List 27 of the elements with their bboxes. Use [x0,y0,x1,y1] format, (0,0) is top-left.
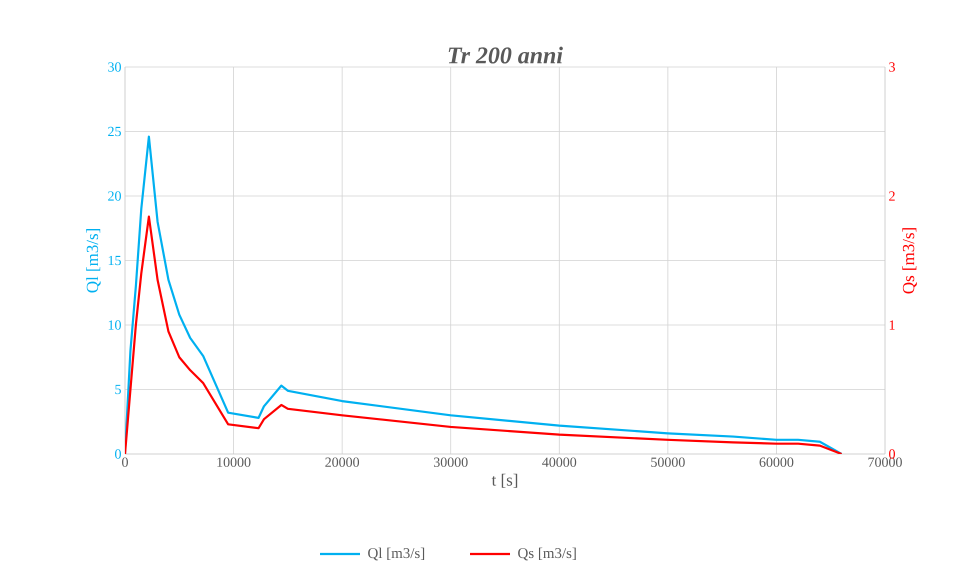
y2-tick-label: 1 [890,320,895,330]
y2-tick-label: 0 [889,449,895,459]
chart-title: Tr 200 anni [448,46,563,64]
x-tick-label: 0 [122,458,128,467]
x-tick-label: 20000 [325,458,360,467]
x-tick-label: 30000 [434,458,468,467]
x-tick-label: 10000 [217,458,250,467]
y2-tick-label: 2 [889,191,895,201]
y-tick-label: 30 [108,62,121,72]
y-tick-label: 5 [115,384,121,394]
legend-label: Ql [m3/s] [368,548,424,560]
y2-tick-label: 3 [889,62,895,72]
y-tick-label: 25 [108,126,121,136]
y-tick-label: 10 [108,320,121,330]
x-tick-label: 50000 [651,458,685,467]
x-tick-label: 70000 [868,458,902,467]
x-axis-title: t [s] [492,474,518,488]
y2-axis-title: Qs [m3/s] [902,228,917,294]
y-tick-label: 0 [115,449,121,459]
line-series [125,136,843,454]
y-axis-title: Ql [m3/s] [86,229,101,293]
line-series [125,216,843,454]
x-tick-label: 40000 [542,458,576,467]
x-tick-label: 60000 [760,458,794,467]
y-tick-label: 20 [108,191,121,201]
legend-label: Qs [m3/s] [518,548,576,560]
y-tick-label: 15 [108,256,121,266]
